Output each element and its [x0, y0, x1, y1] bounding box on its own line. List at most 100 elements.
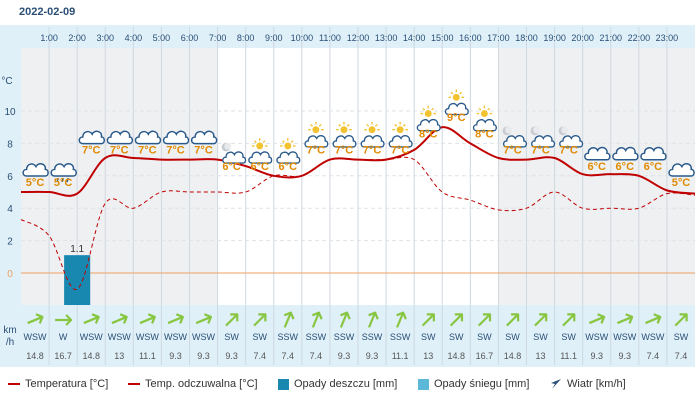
- hour-tick-label: 20:00: [571, 33, 594, 43]
- hour-tick-label: 9:00: [265, 33, 283, 43]
- wind-arrow-icon: [506, 313, 520, 327]
- wind-direction-label: W: [59, 332, 68, 342]
- wind-speed-label: 14.8: [82, 351, 100, 361]
- wind-direction-label: SSW: [306, 332, 327, 342]
- wind-arrow-icon: [674, 313, 688, 327]
- hour-tick-label: 14:00: [403, 33, 426, 43]
- wind-arrow-shape: [562, 313, 576, 327]
- hour-tick-label: 3:00: [96, 33, 114, 43]
- temperature-label: 7°C: [391, 145, 410, 157]
- wind-speed-label: 7.4: [310, 351, 323, 361]
- wind-arrow-shape: [83, 313, 100, 325]
- legend-wind: Wiatr [km/h]: [550, 378, 626, 390]
- temperature-label: 6°C: [616, 161, 635, 173]
- y-tick-label: 10: [4, 107, 16, 118]
- wind-speed-label: 13: [536, 351, 546, 361]
- wind-arrow-shape: [645, 313, 662, 325]
- wind-arrow-shape: [506, 313, 520, 327]
- wind-arrow-shape: [253, 313, 267, 327]
- chart-date: 2022-02-09: [19, 6, 76, 18]
- wind-speed-label: 9.3: [590, 351, 603, 361]
- hour-tick-label: 2:00: [68, 33, 86, 43]
- wind-speed-label: 9.3: [169, 351, 182, 361]
- wind-arrow-icon: [477, 313, 492, 327]
- temperature-label: 7°C: [559, 145, 578, 157]
- wind-direction-label: WSW: [585, 332, 608, 342]
- raindrop-icon: [56, 177, 59, 183]
- y-tick-label: 2: [7, 237, 13, 248]
- y-tick-label: 6: [7, 172, 13, 183]
- wind-arrow-icon: [283, 311, 295, 328]
- wind-speed-label: 9.3: [225, 351, 238, 361]
- chart-canvas: 1:00 2:00 3:00 4:00 5:00 6:00 7:00 8:00 9:00 10:0…: [0, 25, 695, 367]
- temperature-label: 7°C: [110, 145, 129, 157]
- y-tick-label: 0: [7, 269, 13, 280]
- wind-speed-label: 7.4: [675, 351, 688, 361]
- temperature-label: 7°C: [307, 145, 326, 157]
- wind-speed-label: 11.1: [392, 351, 409, 361]
- temperature-label: 8°C: [475, 128, 494, 140]
- hour-tick-label: 22:00: [628, 33, 651, 43]
- temperature-label: 7°C: [166, 145, 185, 157]
- y-unit-label: °C: [1, 76, 12, 87]
- hour-tick-label: 5:00: [153, 33, 171, 43]
- wind-arrow-shape: [311, 311, 323, 328]
- hour-tick-label: 23:00: [656, 33, 679, 43]
- wind-arrow-shape: [449, 313, 464, 327]
- wind-arrow-shape: [616, 313, 634, 325]
- wind-arrow-shape: [195, 313, 213, 325]
- hour-tick-label: 11:00: [319, 33, 341, 43]
- wind-arrow-icon: [55, 314, 73, 326]
- wind-direction-label: SW: [421, 332, 436, 342]
- temperature-label: 7°C: [503, 145, 522, 157]
- temperature-label: 7°C: [335, 145, 354, 157]
- hour-tick-label: 15:00: [431, 33, 454, 43]
- wind-arrow-shape: [55, 314, 73, 326]
- y-tick-label: 4: [7, 204, 13, 215]
- legend-feels-like: Temp. odczuwalna [°C]: [128, 378, 258, 390]
- hour-tick-label: 7:00: [209, 33, 227, 43]
- wind-direction-label: WSW: [164, 332, 187, 342]
- temperature-label: 5°C: [26, 177, 45, 189]
- wind-speed-label: 13: [423, 351, 433, 361]
- wind-unit-top: km: [3, 325, 16, 336]
- wind-direction-label: SW: [449, 332, 464, 342]
- wind-arrow-icon: [449, 313, 464, 327]
- wind-arrow-icon: [396, 311, 407, 328]
- wind-direction-label: SSW: [362, 332, 383, 342]
- wind-direction-label: WSW: [192, 332, 215, 342]
- wind-direction-label: SW: [477, 332, 492, 342]
- hour-tick-label: 4:00: [125, 33, 143, 43]
- temperature-label: 7°C: [138, 145, 157, 157]
- wind-arrow-shape: [225, 313, 239, 327]
- wind-direction-label: WSW: [24, 332, 47, 342]
- wind-arrow-icon: [27, 313, 44, 325]
- rain-cloud-icon: [50, 162, 77, 183]
- wind-direction-label: SW: [561, 332, 576, 342]
- rain-bar: [64, 255, 91, 305]
- wind-arrow-icon: [588, 313, 606, 325]
- wind-direction-label: WSW: [613, 332, 636, 342]
- wind-arrow-icon: [195, 313, 213, 325]
- wind-direction-label: WSW: [108, 332, 131, 342]
- legend-snow: Opady śniegu [mm]: [418, 378, 529, 390]
- temperature-label: 6°C: [644, 161, 663, 173]
- wind-arrow-icon: [339, 311, 351, 328]
- wind-speed-label: 16.7: [476, 351, 494, 361]
- wind-direction-label: SW: [224, 332, 239, 342]
- rain-bar-label: 1.1: [70, 244, 84, 255]
- feels-like-line: [20, 156, 695, 290]
- wind-speed-label: 9.3: [338, 351, 351, 361]
- wind-direction-label: WSW: [641, 332, 664, 342]
- wind-speed-label: 7.4: [647, 351, 660, 361]
- wind-arrow-shape: [674, 313, 688, 327]
- wind-arrow-icon: [562, 313, 576, 327]
- wind-arrow-icon: [311, 311, 323, 328]
- wind-arrow-shape: [27, 313, 44, 325]
- wind-speed-label: 14.8: [504, 351, 522, 361]
- wind-direction-label: SSW: [278, 332, 299, 342]
- wind-arrow-shape: [139, 313, 156, 325]
- hour-tick-label: 18:00: [515, 33, 538, 43]
- wind-arrow-icon: [534, 313, 548, 327]
